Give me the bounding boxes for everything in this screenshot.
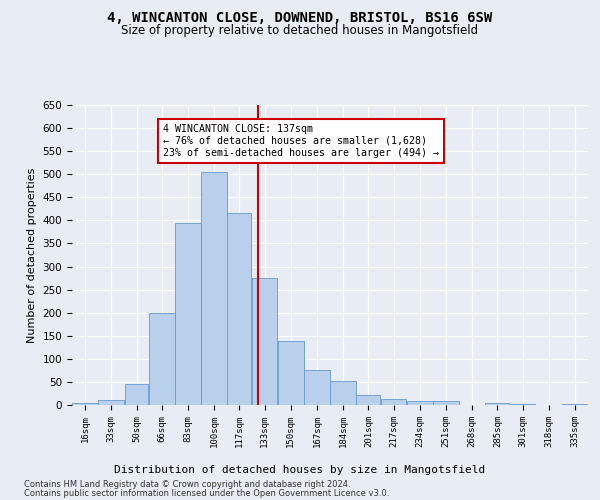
Bar [562, 404, 587, 405]
Bar [433, 402, 458, 405]
Bar [510, 404, 535, 405]
Bar [356, 395, 380, 405]
Bar [175, 222, 200, 405]
Bar [252, 278, 277, 405]
Bar [278, 342, 304, 405]
Bar [125, 384, 148, 405]
Text: Contains HM Land Registry data © Crown copyright and database right 2024.: Contains HM Land Registry data © Crown c… [24, 480, 350, 489]
Text: Contains public sector information licensed under the Open Government Licence v3: Contains public sector information licen… [24, 489, 389, 498]
Text: 4 WINCANTON CLOSE: 137sqm
← 76% of detached houses are smaller (1,628)
23% of se: 4 WINCANTON CLOSE: 137sqm ← 76% of detac… [163, 124, 439, 158]
Text: Distribution of detached houses by size in Mangotsfield: Distribution of detached houses by size … [115, 465, 485, 475]
Bar [304, 370, 329, 405]
Bar [407, 401, 433, 405]
Text: 4, WINCANTON CLOSE, DOWNEND, BRISTOL, BS16 6SW: 4, WINCANTON CLOSE, DOWNEND, BRISTOL, BS… [107, 11, 493, 25]
Bar [381, 400, 406, 405]
Bar [98, 400, 124, 405]
Y-axis label: Number of detached properties: Number of detached properties [27, 168, 37, 342]
Bar [485, 402, 509, 405]
Bar [149, 312, 175, 405]
Bar [331, 381, 356, 405]
Bar [73, 402, 98, 405]
Bar [227, 214, 251, 405]
Bar [202, 172, 227, 405]
Text: Size of property relative to detached houses in Mangotsfield: Size of property relative to detached ho… [121, 24, 479, 37]
